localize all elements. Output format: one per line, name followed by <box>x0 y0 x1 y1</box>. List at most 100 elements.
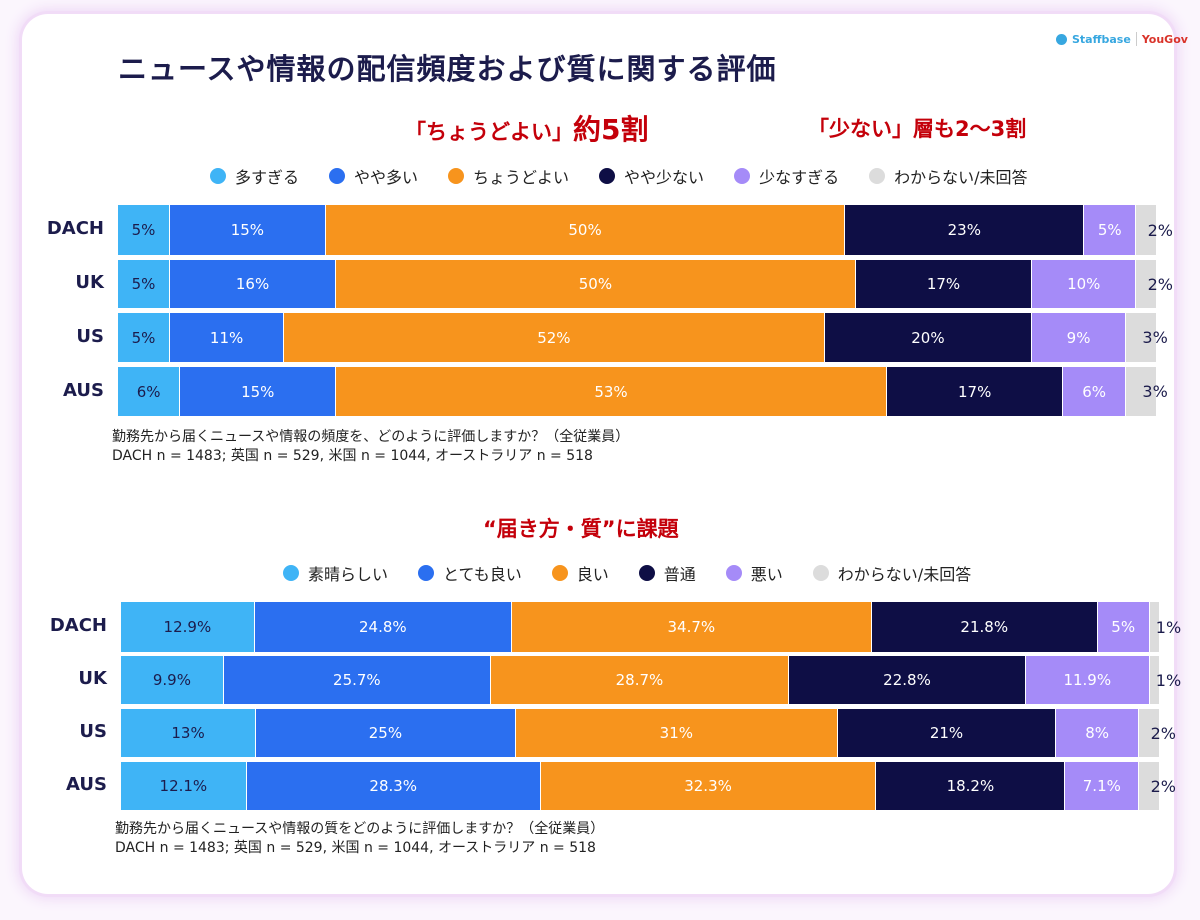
bar-segment: 34.7% <box>511 602 872 652</box>
legend-label: 素晴らしい <box>308 565 389 584</box>
bar-segment: 2% <box>1139 709 1176 757</box>
data-label: 15% <box>230 221 265 239</box>
staffbase-logo-text: Staffbase <box>1072 32 1131 46</box>
bar-segment: 18.2% <box>876 762 1066 810</box>
logo-divider <box>1135 32 1137 46</box>
data-label: 23% <box>947 221 981 239</box>
note-line: DACH n = 1483; 英国 n = 529, 米国 n = 1044, … <box>112 448 593 464</box>
bar-segment: 9% <box>1032 313 1126 362</box>
bar-segment: 2% <box>1136 260 1173 308</box>
annotation-quality: “届き方・質”に課題 <box>483 517 679 541</box>
category-label: UK <box>75 272 104 293</box>
legend-swatch <box>329 168 346 184</box>
legend-item: わからない/未回答 <box>869 164 1027 188</box>
data-label: 12.9% <box>163 618 212 636</box>
legend-item: 素晴らしい <box>283 561 388 585</box>
data-label: 22.8% <box>883 671 931 689</box>
legend-item: わからない/未回答 <box>812 561 972 585</box>
data-label: 28.7% <box>615 671 664 689</box>
bar-segment: 6% <box>118 367 181 416</box>
data-label: 10% <box>1067 275 1101 293</box>
data-label: 20% <box>911 328 945 347</box>
annotation-big: 約5割 <box>573 113 649 146</box>
bar-segment: 9.9% <box>121 656 224 704</box>
bar-segment: 13% <box>121 709 257 757</box>
data-label: 32.3% <box>684 777 732 795</box>
data-label: 5% <box>1097 221 1122 239</box>
data-label: 5% <box>1111 618 1136 636</box>
bar-segment: 1% <box>1149 656 1181 704</box>
legend-item: やや多い <box>329 164 418 188</box>
legend-label: 少なすぎる <box>759 168 840 187</box>
legend-label: 悪い <box>750 565 783 584</box>
bar-segment: 3% <box>1125 313 1168 362</box>
bar-segment: 2% <box>1136 205 1173 255</box>
bar-segment: 15% <box>180 367 337 416</box>
bar-segment: 28.7% <box>490 656 790 704</box>
legend-item: やや少ない <box>599 164 704 188</box>
legend-swatch <box>638 565 655 581</box>
legend-item: 悪い <box>725 561 783 585</box>
staffbase-logo-icon <box>1056 33 1067 45</box>
data-label: 17% <box>926 275 961 293</box>
data-label: 12.1% <box>159 777 208 795</box>
data-label: 24.8% <box>359 618 407 636</box>
bar-segment: 3% <box>1125 367 1168 416</box>
legend-swatch <box>869 168 886 184</box>
category-label: AUS <box>63 379 104 401</box>
legend-swatch <box>599 168 616 184</box>
bar-segment: 32.3% <box>540 762 877 810</box>
data-label: 6% <box>136 382 161 401</box>
bar-segment: 31% <box>515 709 838 757</box>
page-title: ニュースや情報の配信頻度および質に関する評価 <box>118 52 777 86</box>
legend-label: やや少ない <box>624 168 705 187</box>
data-label: 5% <box>131 328 156 347</box>
bar-segment: 23% <box>845 205 1085 255</box>
bar-segment: 17% <box>855 260 1033 308</box>
note-line: 勤務先から届くニュースや情報の質をどのように評価しますか？（全従業員） <box>115 821 605 837</box>
legend-item: 少なすぎる <box>734 164 839 188</box>
bar-segment: 11.9% <box>1025 656 1150 704</box>
note-line: DACH n = 1483; 英国 n = 529, 米国 n = 1044, … <box>115 840 596 856</box>
bar-segment: 12.1% <box>121 762 247 810</box>
data-label: 11.9% <box>1063 671 1112 689</box>
category-label: DACH <box>49 615 107 636</box>
data-label: 31% <box>659 724 694 742</box>
legend-swatch <box>725 565 742 581</box>
annotation-prefix: 「ちょうどよい」 <box>405 120 573 144</box>
legend-item: 普通 <box>638 561 696 585</box>
legend-label: わからない/未回答 <box>837 565 972 584</box>
legend-label: 良い <box>576 565 609 584</box>
legend-swatch <box>734 168 751 184</box>
bar-segment: 25% <box>256 709 516 757</box>
legend-item: とても良い <box>418 561 522 585</box>
data-label: 2% <box>1150 723 1176 743</box>
bar-segment: 10% <box>1032 260 1137 308</box>
data-label: 5% <box>131 221 156 239</box>
data-label: 28.3% <box>369 777 418 795</box>
legend: 多すぎる やや多い ちょうどよい やや少ない 少なすぎる わからない/未回答 <box>210 164 1027 188</box>
bar-segment: 5% <box>1084 205 1137 255</box>
data-label: 52% <box>537 328 571 347</box>
legend-label: やや多い <box>354 168 419 187</box>
data-label: 2% <box>1147 220 1173 240</box>
data-label: 9% <box>1066 328 1091 347</box>
bar-segment: 20% <box>824 313 1033 362</box>
legend-swatch <box>551 565 568 581</box>
bar-segment: 5% <box>118 313 170 362</box>
legend-swatch <box>283 565 299 581</box>
data-label: 1% <box>1155 670 1182 690</box>
legend-swatch <box>210 168 226 184</box>
category-label: US <box>76 325 104 347</box>
bar-segment: 5% <box>118 260 170 308</box>
logo: Staffbase YouGov <box>1056 32 1188 46</box>
data-label: 25.7% <box>333 671 381 689</box>
data-label: 53% <box>594 382 628 401</box>
bar-segment: 28.3% <box>246 762 541 810</box>
annotation-just-right: 「ちょうどよい」約5割 <box>405 108 648 148</box>
category-label: US <box>79 721 107 742</box>
bar-segment: 25.7% <box>223 656 491 704</box>
legend: 素晴らしい とても良い 良い 普通 悪い わからない/未回答 <box>283 561 971 585</box>
bar-segment: 1% <box>1149 602 1181 652</box>
data-label: 16% <box>235 275 270 293</box>
